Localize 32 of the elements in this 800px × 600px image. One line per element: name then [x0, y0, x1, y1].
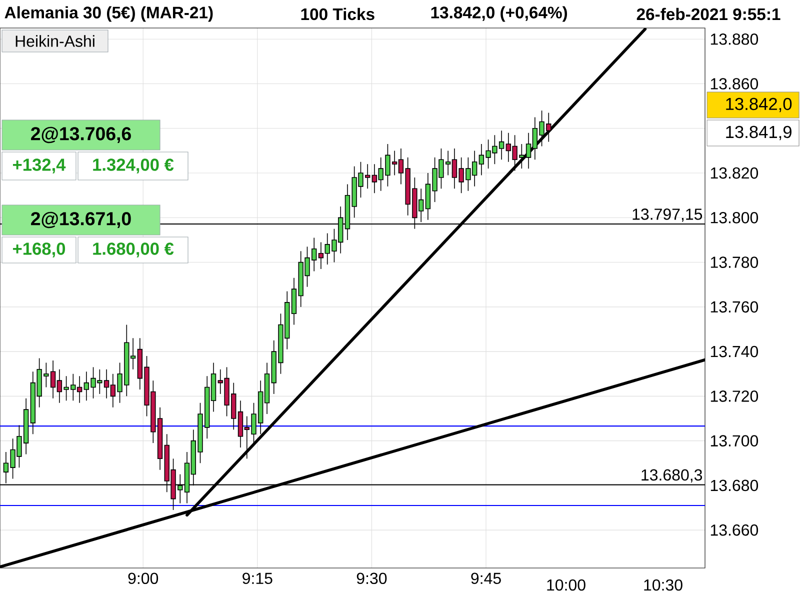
ref-line-label: 13.680,3 — [642, 469, 702, 483]
chart-title: Alemania 30 (5€) (MAR-21) — [4, 6, 213, 22]
text: 10:30 — [644, 579, 682, 591]
annotation: 2@13.671,0 — [31, 212, 131, 228]
x-tick-label: 9:00 — [128, 572, 158, 584]
y-tick-label: 13.760 — [710, 301, 758, 313]
annotation: 2@13.706,6 — [31, 126, 131, 144]
annotation: +168,0 — [12, 242, 66, 258]
text: 100 Ticks — [301, 8, 374, 20]
y-tick-label: 13.800 — [710, 212, 758, 224]
y-tick-label: 13.700 — [710, 435, 758, 446]
y-tick-label: 13.660 — [710, 524, 758, 536]
y-tick-label: 13.860 — [710, 78, 758, 90]
y-tick-label: 13.720 — [710, 390, 758, 402]
annotation: 1.680,00 € — [93, 242, 174, 258]
annotation: Heikin-Ashi — [16, 35, 94, 47]
y-tick-label: 13.740 — [710, 346, 758, 358]
annotation: +132,4 — [12, 158, 66, 174]
y-tick-label: 13.820 — [710, 167, 758, 179]
x-tick-label: 9:45 — [471, 572, 501, 584]
text: 13.842,0 (+0,64%) — [431, 6, 568, 22]
y-tick-label: 13.680 — [710, 480, 758, 492]
annotation: 1.324,00 € — [93, 158, 174, 174]
y-tick-label: 13.880 — [710, 33, 758, 45]
y-tick-label: 13.780 — [710, 256, 758, 268]
text: 13.842,0 — [726, 98, 792, 112]
ref-line-label: 13.797,15 — [632, 208, 702, 222]
text: 26-feb-2021 9:55:1 — [636, 8, 780, 20]
x-tick-label: 9:15 — [242, 572, 272, 584]
text: 13.841,9 — [726, 126, 792, 140]
x-tick-label: 9:30 — [356, 572, 387, 584]
text: 10:00 — [547, 579, 586, 591]
